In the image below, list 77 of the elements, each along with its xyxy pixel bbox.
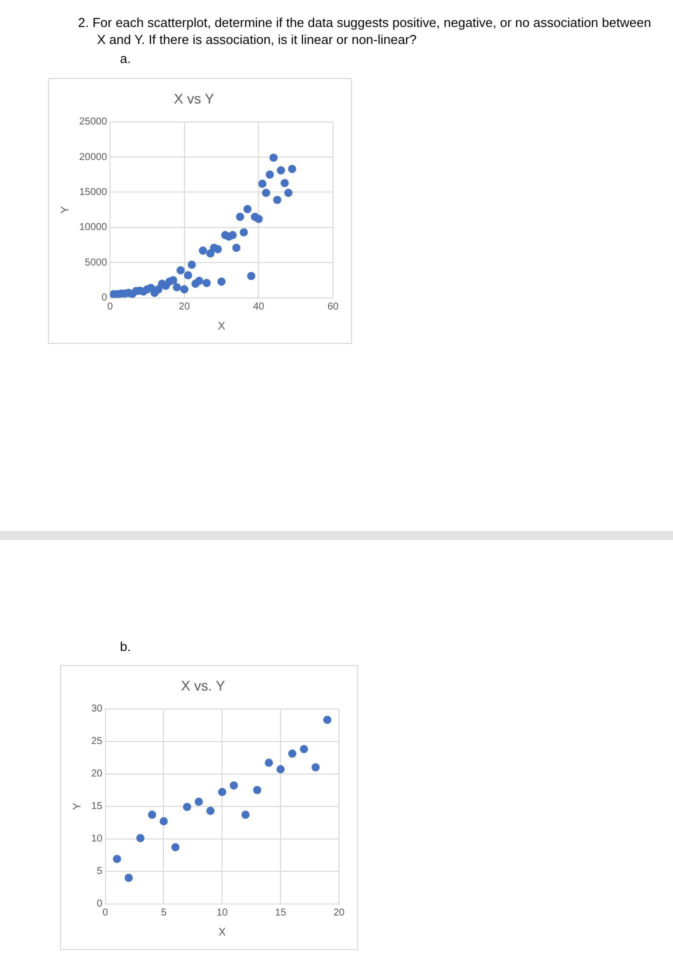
point	[323, 716, 332, 724]
point	[148, 810, 156, 819]
point	[206, 806, 215, 815]
x-tick-label: 60	[327, 302, 339, 313]
y-tick-label: 10000	[79, 222, 108, 234]
point	[160, 817, 168, 826]
point	[176, 266, 185, 274]
x-tick-label: 10	[216, 908, 228, 919]
point	[273, 196, 282, 204]
point	[288, 164, 296, 174]
y-tick-label: 30	[91, 704, 103, 715]
point	[247, 272, 256, 280]
y-tick-label: 5000	[84, 257, 108, 268]
y-tick-label: 20	[91, 768, 103, 780]
point	[241, 810, 250, 819]
point	[276, 765, 285, 774]
point	[206, 249, 214, 258]
point	[288, 750, 296, 758]
point	[254, 214, 263, 224]
point	[169, 276, 178, 284]
point	[112, 854, 122, 864]
point	[198, 246, 208, 255]
y-tick-label: 25	[91, 736, 103, 748]
point	[154, 285, 162, 294]
y-tick-label: 10	[91, 834, 103, 845]
point	[236, 212, 244, 221]
x-tick-label: 15	[275, 908, 287, 919]
chart-title: X vs Y	[174, 90, 215, 106]
y-tick-label: 5	[96, 866, 103, 878]
y-axis-title: Y	[72, 802, 84, 810]
point	[280, 178, 289, 188]
y-tick-label: 25000	[79, 116, 108, 128]
text: a.	[120, 50, 132, 67]
point	[269, 154, 278, 162]
point	[240, 228, 248, 236]
point	[262, 188, 270, 198]
chart-title: X vs. Y	[180, 677, 226, 694]
point	[230, 781, 238, 790]
point	[300, 745, 308, 754]
point	[184, 271, 192, 280]
point	[266, 170, 274, 179]
x-axis-title: X	[218, 926, 226, 938]
point	[188, 260, 196, 269]
y-axis-title: Y	[60, 205, 72, 214]
x-tick-label: 40	[253, 302, 265, 313]
x-tick-label: 20	[178, 302, 190, 313]
y-tick-label: 15000	[79, 186, 108, 198]
point	[253, 786, 262, 794]
point	[284, 188, 292, 198]
point	[124, 874, 133, 882]
point	[276, 166, 286, 174]
point	[136, 834, 144, 842]
point	[264, 758, 273, 767]
point	[218, 788, 226, 796]
text: 2. For each scatterplot, determine if the data suggests positive, negative, or no association between X and Y. If there is association, is it linear or non-linear?	[78, 14, 652, 48]
point	[195, 276, 204, 286]
x-axis-title: X	[218, 320, 226, 332]
point	[202, 278, 211, 288]
point	[214, 245, 222, 254]
text: b.	[120, 638, 132, 655]
point	[217, 278, 226, 286]
point	[194, 798, 203, 806]
x-tick-label: 5	[160, 908, 167, 919]
point	[243, 204, 252, 214]
y-tick-label: 0	[96, 898, 103, 910]
point	[180, 285, 188, 294]
point	[258, 180, 266, 188]
point	[228, 231, 237, 240]
y-tick-label: 15	[91, 801, 103, 812]
point	[171, 843, 180, 852]
y-tick-label: 0	[101, 292, 108, 304]
x-tick-label: 20	[333, 908, 345, 919]
point	[232, 244, 240, 252]
point	[312, 763, 320, 772]
point	[172, 283, 182, 292]
point	[183, 802, 192, 812]
y-tick-label: 20000	[79, 152, 108, 163]
